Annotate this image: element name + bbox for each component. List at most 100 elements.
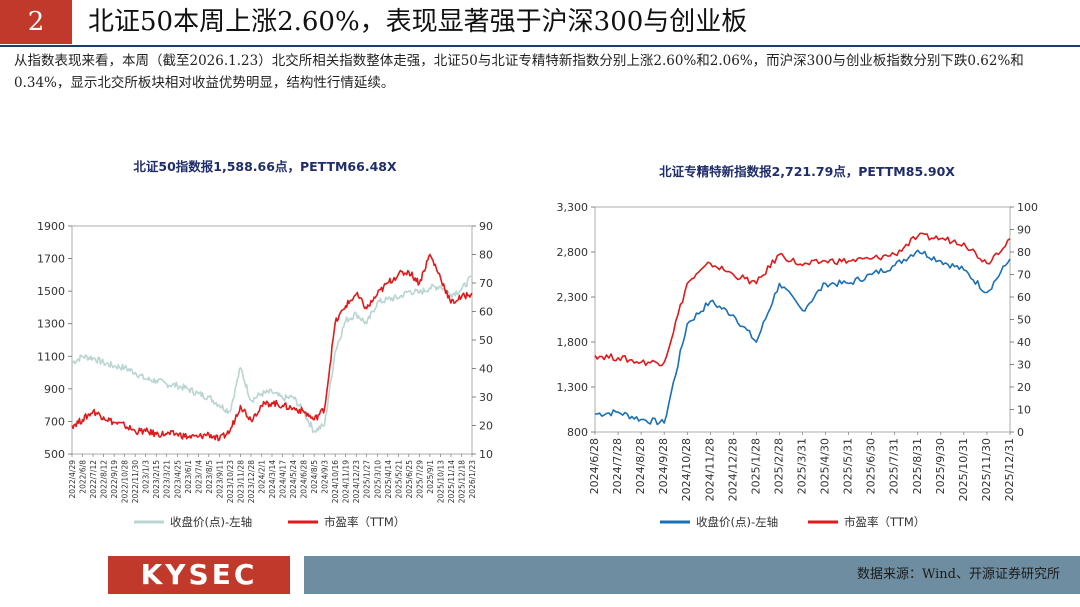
right-tick-label: 10	[1017, 404, 1031, 417]
left-tick-label: 3,300	[557, 201, 589, 214]
x-tick-label: 2025/11/14	[447, 460, 456, 503]
slide-title: 北证50本周上涨2.60%，表现显著强于沪深300与创业板	[88, 7, 748, 37]
x-tick-label: 2025/5/21	[394, 460, 403, 499]
x-tick-label: 2024/8/5	[310, 460, 319, 494]
x-tick-label: 2024/12/28	[726, 438, 739, 501]
x-tick-label: 2024/9/28	[657, 438, 670, 494]
left-tick-label: 1,800	[557, 336, 589, 349]
x-tick-label: 2022/6/8	[79, 460, 88, 494]
x-tick-label: 2025/9/30	[934, 438, 947, 494]
right-tick-label: 90	[479, 220, 493, 233]
x-tick-label: 2025/11/30	[980, 438, 993, 501]
right-tick-label: 40	[1017, 336, 1031, 349]
x-tick-label: 2025/8/31	[911, 438, 924, 494]
slide-header: 2 北证50本周上涨2.60%，表现显著强于沪深300与创业板	[0, 0, 1080, 44]
bz-zjtx-chart: 北证专精特新指数报2,721.79点，PETTM85.90X 800 1,300 1,…	[542, 150, 1072, 530]
x-tick-label: 2024/8/28	[634, 438, 647, 494]
x-tick-label: 2023/9/11	[215, 460, 224, 499]
right-tick-label: 60	[1017, 291, 1031, 304]
right-tick-label: 100	[1017, 201, 1038, 214]
x-tick-label: 2023/1/3	[142, 460, 151, 494]
left-tick-label: 1100	[37, 350, 65, 363]
right-tick-label: 10	[479, 448, 493, 461]
x-tick-label: 2025/4/14	[384, 460, 393, 499]
x-tick-label: 2025/4/30	[819, 438, 832, 494]
source-text: 数据来源：Wind、开源证券研究所	[857, 567, 1060, 582]
x-tick-label: 2025/12/18	[457, 460, 466, 503]
x-tick-label: 2024/5/24	[289, 460, 298, 499]
x-tick-label: 2025/2/28	[772, 438, 785, 494]
chart2-svg: 北证专精特新指数报2,721.79点，PETTM85.90X8001,3001,…	[557, 164, 1039, 529]
right-tick-label: 50	[1017, 314, 1031, 327]
x-tick-label: 2025/5/31	[842, 438, 855, 494]
x-tick-label: 2025/3/10	[373, 460, 382, 499]
x-tick-label: 2023/6/1	[184, 460, 193, 494]
left-tick-label: 800	[567, 426, 588, 439]
right-tick-label: 20	[1017, 381, 1031, 394]
x-tick-label: 2024/6/28	[588, 438, 601, 494]
right-tick-label: 80	[1017, 246, 1031, 259]
series-line-2	[594, 232, 1011, 367]
series-line-2	[71, 253, 473, 442]
right-tick-label: 60	[479, 306, 493, 319]
right-tick-label: 40	[479, 363, 493, 376]
x-tick-label: 2022/11/30	[131, 460, 140, 503]
x-tick-label: 2023/3/21	[163, 460, 172, 499]
source-bar: 数据来源：Wind、开源证券研究所	[304, 556, 1080, 594]
x-tick-label: 2025/1/28	[749, 438, 762, 494]
x-tick-label: 2025/3/31	[796, 438, 809, 494]
header-divider	[0, 45, 1080, 47]
legend-label: 市盈率（TTM）	[844, 515, 925, 529]
left-tick-label: 1500	[37, 285, 65, 298]
x-tick-label: 2025/10/31	[957, 438, 970, 501]
x-tick-label: 2024/2/1	[257, 460, 266, 494]
x-tick-label: 2023/2/15	[152, 460, 161, 499]
x-tick-label: 2024/6/28	[300, 460, 309, 499]
plot-frame	[71, 225, 473, 455]
x-tick-label: 2024/12/23	[352, 460, 361, 503]
right-tick-label: 80	[479, 249, 493, 262]
x-tick-label: 2025/7/29	[415, 460, 424, 499]
right-tick-label: 50	[479, 334, 493, 347]
x-tick-label: 2023/11/28	[236, 460, 245, 503]
kysec-logo: KYSEC	[108, 556, 290, 594]
x-tick-label: 2024/7/28	[611, 438, 624, 494]
right-tick-label: 70	[1017, 269, 1031, 282]
chart1-svg: 北证50指数报1,588.66点，PETTM66.48X 500 700 900 110…	[37, 159, 493, 529]
x-tick-label: 2022/4/29	[68, 460, 77, 499]
series-line-1	[594, 249, 1011, 426]
x-tick-label: 2023/10/23	[226, 460, 235, 503]
right-tick-label: 0	[1017, 426, 1024, 439]
right-tick-label: 30	[479, 391, 493, 404]
x-tick-label: 2025/6/30	[865, 438, 878, 494]
legend-label: 收盘价(点)-左轴	[170, 515, 252, 529]
right-tick-label: 70	[479, 277, 493, 290]
x-tick-label: 2025/12/31	[1003, 438, 1016, 501]
x-tick-label: 2023/12/28	[247, 460, 256, 503]
x-tick-label: 2022/8/12	[100, 460, 109, 499]
left-tick-label: 2,300	[557, 291, 589, 304]
left-tick-label: 2,800	[557, 246, 589, 259]
x-tick-label: 2025/9/1	[426, 460, 435, 494]
left-tick-label: 700	[44, 415, 65, 428]
x-tick-label: 2024/10/28	[680, 438, 693, 501]
x-tick-label: 2025/10/13	[436, 460, 445, 503]
legend-label: 收盘价(点)-左轴	[696, 515, 778, 529]
x-tick-label: 2025/6/25	[405, 460, 414, 499]
right-tick-label: 30	[1017, 359, 1031, 372]
chart-title: 北证50指数报1,588.66点，PETTM66.48X	[133, 159, 397, 174]
chart-title: 北证专精特新指数报2,721.79点，PETTM85.90X	[659, 164, 955, 179]
plot-frame	[594, 206, 1011, 433]
section-number: 2	[0, 0, 72, 44]
x-tick-label: 2024/9/3	[321, 460, 330, 494]
legend-label: 市盈率（TTM）	[324, 515, 405, 529]
x-tick-label: 2022/7/12	[89, 460, 98, 499]
left-tick-label: 1300	[37, 318, 65, 331]
x-tick-label: 2022/9/19	[110, 460, 119, 499]
left-tick-label: 1,300	[557, 381, 589, 394]
x-tick-label: 2024/4/17	[279, 460, 288, 499]
x-tick-label: 2025/1/27	[363, 460, 372, 499]
left-tick-label: 900	[44, 383, 65, 396]
x-tick-label: 2024/11/19	[342, 460, 351, 503]
x-tick-label: 2024/10/16	[331, 460, 340, 503]
